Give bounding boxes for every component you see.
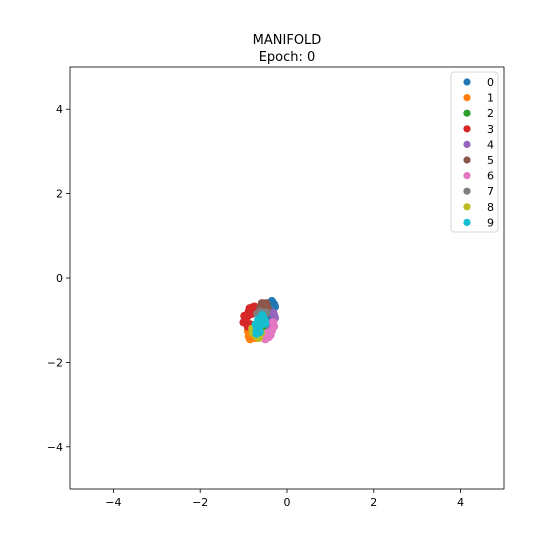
legend-label-class-7: 7 <box>487 185 494 198</box>
scatter-point-class-4 <box>269 310 279 320</box>
legend-marker-class-7 <box>463 187 471 195</box>
points-layer <box>239 297 280 344</box>
legend-label-class-2: 2 <box>487 107 494 120</box>
x-axis: −4 −2 0 2 4 <box>105 489 464 509</box>
legend-box <box>450 71 499 233</box>
scatter-point-class-3 <box>245 304 254 313</box>
y-axis: −4 −2 0 2 4 <box>47 103 70 454</box>
x-tick-label: −2 <box>192 496 208 509</box>
legend-marker-class-1 <box>463 94 471 102</box>
x-tick-label: −4 <box>105 496 121 509</box>
legend-label-class-6: 6 <box>487 170 494 183</box>
legend-marker-class-9 <box>463 218 471 226</box>
legend-label-class-5: 5 <box>487 154 494 167</box>
y-tick-label: −4 <box>47 441 63 454</box>
scatter-point-class-3 <box>240 311 249 321</box>
legend-label-class-4: 4 <box>487 138 494 151</box>
legend-marker-class-3 <box>463 125 471 133</box>
scatter-point-class-6 <box>268 318 278 327</box>
scatter-point-class-9 <box>252 329 261 338</box>
chart-subtitle: Epoch: 0 <box>259 50 316 65</box>
legend: 0 1 2 3 4 5 6 7 8 9 <box>450 71 499 233</box>
legend-label-class-1: 1 <box>487 92 494 105</box>
legend-label-class-8: 8 <box>487 201 494 214</box>
legend-marker-class-4 <box>463 140 471 148</box>
scatter-point-class-9 <box>261 319 270 328</box>
y-tick-label: 0 <box>56 272 63 285</box>
x-tick-label: 4 <box>457 496 464 509</box>
legend-marker-class-6 <box>463 172 471 180</box>
scatter-point-class-5 <box>257 299 267 308</box>
scatter-point-class-9 <box>254 315 263 324</box>
legend-label-class-9: 9 <box>487 216 494 229</box>
legend-label-class-3: 3 <box>487 123 494 136</box>
legend-marker-class-5 <box>463 156 471 164</box>
legend-label-class-0: 0 <box>487 76 494 89</box>
chart-title: MANIFOLD <box>253 33 322 48</box>
legend-marker-class-0 <box>463 78 471 86</box>
plot-area <box>70 67 504 489</box>
y-tick-label: 4 <box>56 103 63 116</box>
y-tick-label: −2 <box>47 356 63 369</box>
legend-marker-class-2 <box>463 109 471 117</box>
legend-marker-class-8 <box>463 203 471 211</box>
x-tick-label: 0 <box>284 496 291 509</box>
x-tick-label: 2 <box>370 496 377 509</box>
y-tick-label: 2 <box>56 188 63 201</box>
